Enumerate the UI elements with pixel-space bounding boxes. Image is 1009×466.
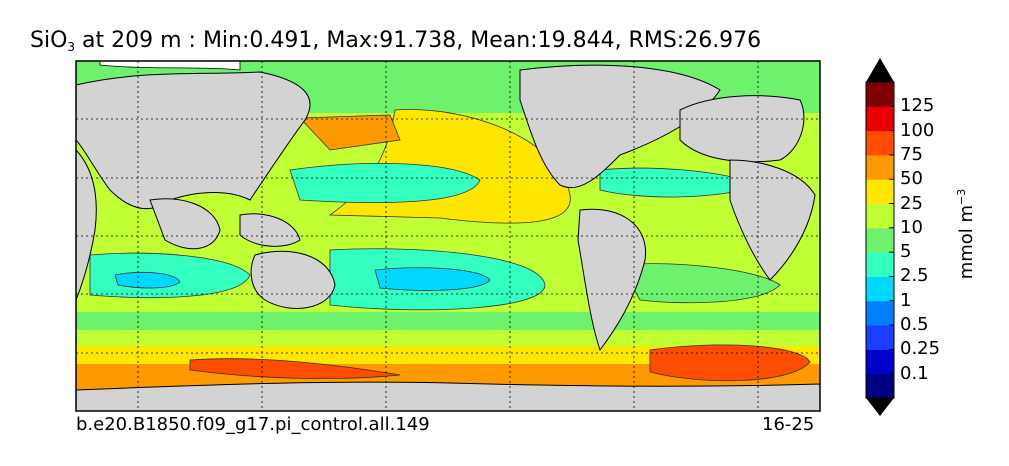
land-africa-east: [76, 149, 97, 301]
colorbar-segment: [866, 82, 894, 107]
colorbar-outline: [865, 81, 895, 399]
south-atlantic-gyre: [619, 263, 781, 304]
colorbar-tick-label: 10: [900, 216, 923, 238]
colorbar-segment: [866, 325, 894, 350]
southern-ocean-max-west: [189, 358, 401, 379]
colorbar: [865, 58, 895, 416]
land-south-america: [577, 208, 647, 352]
colorbar-segment: [866, 130, 894, 156]
colorbar-tick-label: 50: [900, 168, 923, 190]
colorbar-segment: [866, 154, 894, 180]
colorbar-tick-label: 125: [900, 95, 935, 117]
colorbar-tick-label: 100: [900, 119, 935, 141]
land-north-america: [519, 64, 721, 189]
colorbar-segment: [866, 106, 894, 132]
map-panel: [76, 61, 820, 411]
colorbar-segment: [866, 349, 894, 375]
land-europe-africa-west: [679, 95, 805, 163]
colorbar-segment: [866, 252, 894, 277]
southern-ocean-max-east: [649, 344, 811, 382]
colorbar-tick-labels: 0.1 0.25 0.5 1 2.5 5 10 25 50 75 100 125: [900, 0, 960, 466]
colorbar-segment: [866, 227, 894, 253]
colorbar-extend-down-arrow: [866, 398, 894, 416]
graticule: [76, 61, 820, 411]
colorbar-segment: [866, 276, 894, 302]
colorbar-tick-label: 0.1: [900, 362, 929, 384]
colorbar-tick-label: 0.5: [900, 314, 929, 336]
colorbar-units-label: mmol m−3: [955, 188, 977, 280]
map-frame: [75, 60, 821, 412]
colorbar-segment: [866, 203, 894, 229]
colorbar-tick-label: 75: [900, 143, 923, 165]
north-pacific-gyre: [289, 163, 481, 203]
band-5-10-south: [76, 312, 820, 332]
indian-ocean-low: [114, 271, 181, 289]
colorbar-segment: [866, 373, 894, 399]
colorbar-extend-up-arrow: [866, 58, 894, 82]
colorbar-tick-label: 5: [900, 241, 912, 263]
colorbar-segment: [866, 300, 894, 326]
plot-title: SiO3 at 209 m : Min:0.491, Max:91.738, M…: [30, 28, 762, 54]
colorbar-tick-label: 1: [900, 289, 912, 311]
colorbar-tick-label: 0.25: [900, 338, 941, 360]
arctic-ice: [99, 61, 241, 71]
land-africa-west: [729, 159, 816, 281]
years-label: 16-25: [762, 414, 815, 435]
south-pacific-low: [374, 267, 491, 291]
land-maritime-continent: [239, 213, 301, 247]
land-antarctica: [76, 381, 820, 411]
bering-sea-high-silica: [299, 114, 401, 151]
colorbar-tick-label: 2.5: [900, 265, 929, 287]
band-10-25-south: [76, 330, 820, 348]
case-name-label: b.e20.B1850.f09_g17.pi_control.all.149: [76, 414, 430, 435]
colorbar-segment: [866, 179, 894, 205]
colorbar-tick-label: 25: [900, 192, 923, 214]
